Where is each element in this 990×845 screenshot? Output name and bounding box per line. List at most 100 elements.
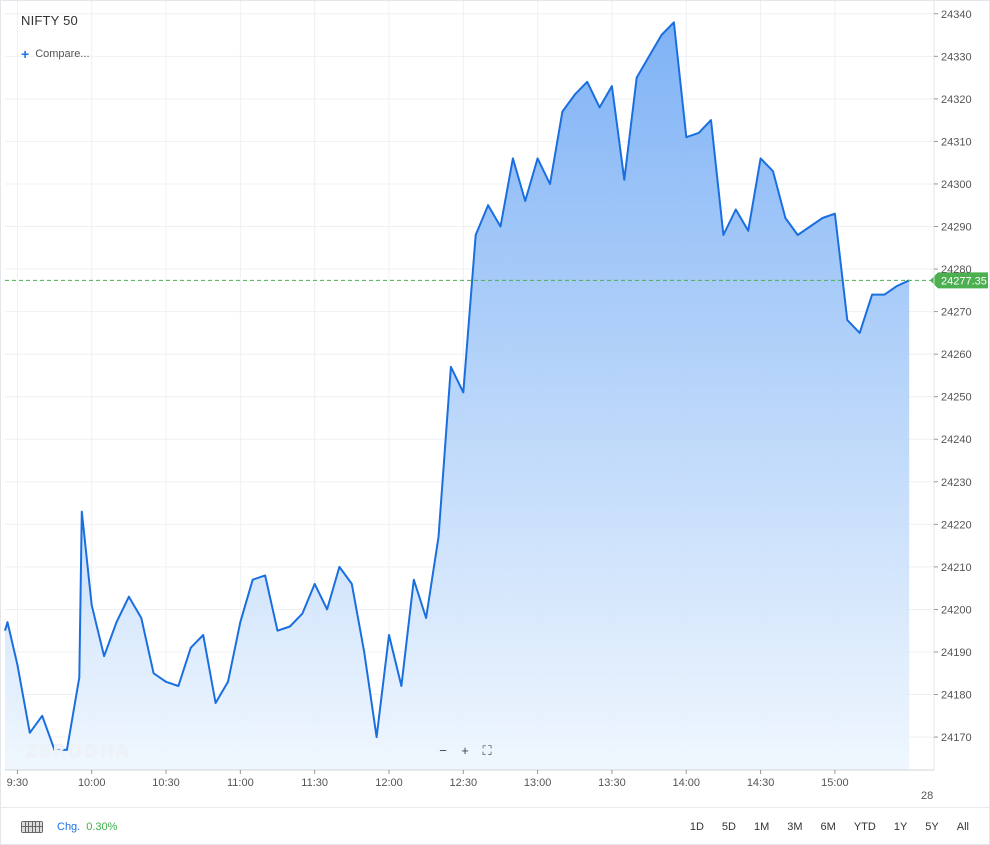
x-tick-label: 15:00 xyxy=(821,777,849,789)
x-tick-label: 10:00 xyxy=(78,777,106,789)
data-point xyxy=(821,216,825,220)
data-point xyxy=(80,510,84,514)
y-tick-label: 24320 xyxy=(941,94,972,106)
price-chart[interactable]: 24277.35 2417024180241902420024210242202… xyxy=(1,1,989,807)
series-line xyxy=(4,21,910,751)
x-tick-label: 9:30 xyxy=(7,777,28,789)
y-axis: 24170 24180 24190 24200 24210 24220 24230 24240… xyxy=(933,1,972,770)
x-tick-label: 13:00 xyxy=(524,777,552,789)
data-point xyxy=(176,684,180,688)
data-point xyxy=(808,225,812,229)
range-selector: 1D 5D 1M 3M 6M YTD 1Y 5Y All xyxy=(688,819,971,835)
y-tick-label: 24340 xyxy=(941,9,972,21)
data-point xyxy=(325,607,329,611)
data-point xyxy=(796,233,800,237)
y-tick-label: 24310 xyxy=(941,136,972,148)
y-tick-label: 24190 xyxy=(941,647,972,659)
range-1y[interactable]: 1Y xyxy=(893,820,908,833)
data-point xyxy=(461,390,465,394)
range-6m[interactable]: 6M xyxy=(820,820,836,833)
x-axis: 9:30 10:00 10:30 11:00 11:30 12:00 12:30 13:00 1… xyxy=(5,769,934,802)
range-1m[interactable]: 1M xyxy=(753,820,770,833)
data-point xyxy=(486,203,490,207)
y-tick-label: 24290 xyxy=(941,222,972,234)
data-point xyxy=(226,680,230,684)
x-tick-label: 11:30 xyxy=(301,777,328,789)
x-overflow-label: 28 xyxy=(921,790,933,802)
data-point xyxy=(313,582,317,586)
data-point xyxy=(238,620,242,624)
range-ytd[interactable]: YTD xyxy=(853,820,876,833)
y-tick-label: 24260 xyxy=(941,349,972,361)
data-point xyxy=(870,293,874,297)
y-tick-label: 24330 xyxy=(941,51,972,63)
data-point xyxy=(560,110,564,114)
current-price-line: 24277.35 xyxy=(5,272,988,289)
data-point xyxy=(214,701,218,705)
zerodha-watermark: ZERODHA xyxy=(25,741,131,762)
data-point xyxy=(672,20,676,24)
zoom-controls: − + ⛶ xyxy=(437,743,493,759)
y-tick-label: 24300 xyxy=(941,179,972,191)
keyboard-icon[interactable] xyxy=(21,820,43,833)
data-point xyxy=(721,233,725,237)
range-1d[interactable]: 1D xyxy=(689,820,704,833)
data-point xyxy=(449,365,453,369)
data-point xyxy=(833,212,837,216)
data-point xyxy=(845,318,849,322)
data-point xyxy=(276,629,280,633)
fullscreen-icon[interactable]: ⛶ xyxy=(482,743,492,758)
data-point xyxy=(424,616,428,620)
compare-label: Compare... xyxy=(35,48,90,60)
data-point xyxy=(759,156,763,160)
data-point xyxy=(907,278,911,282)
y-tick-label: 24180 xyxy=(941,690,972,702)
data-point xyxy=(895,284,899,288)
data-point xyxy=(709,118,713,122)
data-point xyxy=(288,625,292,629)
data-point xyxy=(746,229,750,233)
area-fill xyxy=(5,22,910,771)
data-point xyxy=(437,535,441,539)
data-point xyxy=(573,93,577,97)
data-point xyxy=(15,663,19,667)
x-tick-label: 14:00 xyxy=(673,777,701,789)
data-point xyxy=(610,84,614,88)
data-point xyxy=(164,680,168,684)
data-point xyxy=(883,293,887,297)
data-point xyxy=(201,633,205,637)
y-tick-label: 24170 xyxy=(941,732,972,744)
range-all[interactable]: All xyxy=(956,820,969,833)
data-point xyxy=(77,676,81,680)
data-point xyxy=(139,616,143,620)
y-tick-label: 24240 xyxy=(941,434,972,446)
compare-button[interactable]: + Compare... xyxy=(21,46,90,62)
y-tick-label: 24250 xyxy=(941,392,972,404)
data-point xyxy=(102,654,106,658)
x-tick-label: 12:30 xyxy=(450,777,478,789)
data-point xyxy=(90,603,94,607)
range-5d[interactable]: 5D xyxy=(721,820,736,833)
data-point xyxy=(783,216,787,220)
y-tick-label: 24220 xyxy=(941,519,972,531)
zoom-in-button[interactable]: + xyxy=(461,743,469,758)
y-tick-label: 24230 xyxy=(941,477,972,489)
data-point xyxy=(28,731,32,735)
plus-icon: + xyxy=(21,46,30,62)
zoom-out-button[interactable]: − xyxy=(439,743,447,758)
data-point xyxy=(350,582,354,586)
data-point xyxy=(412,578,416,582)
y-tick-label: 24200 xyxy=(941,604,972,616)
range-5y[interactable]: 5Y xyxy=(925,820,939,833)
data-point xyxy=(300,612,304,616)
change-value: 0.30% xyxy=(86,820,118,833)
data-point xyxy=(660,33,664,37)
x-tick-label: 14:30 xyxy=(747,777,775,789)
data-point xyxy=(189,646,193,650)
symbol-name: NIFTY 50 xyxy=(21,13,78,28)
chart-footer: Chg. 0.30% 1D 5D 1M 3M 6M YTD 1Y 5Y All xyxy=(1,807,989,845)
range-3m[interactable]: 3M xyxy=(787,820,803,833)
data-point xyxy=(6,620,10,624)
current-price-label: 24277.35 xyxy=(941,275,987,287)
data-point xyxy=(622,178,626,182)
